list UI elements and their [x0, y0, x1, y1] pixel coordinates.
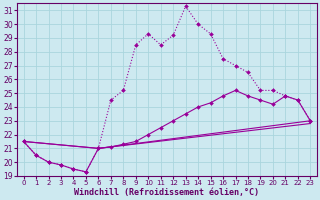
X-axis label: Windchill (Refroidissement éolien,°C): Windchill (Refroidissement éolien,°C): [75, 188, 260, 197]
